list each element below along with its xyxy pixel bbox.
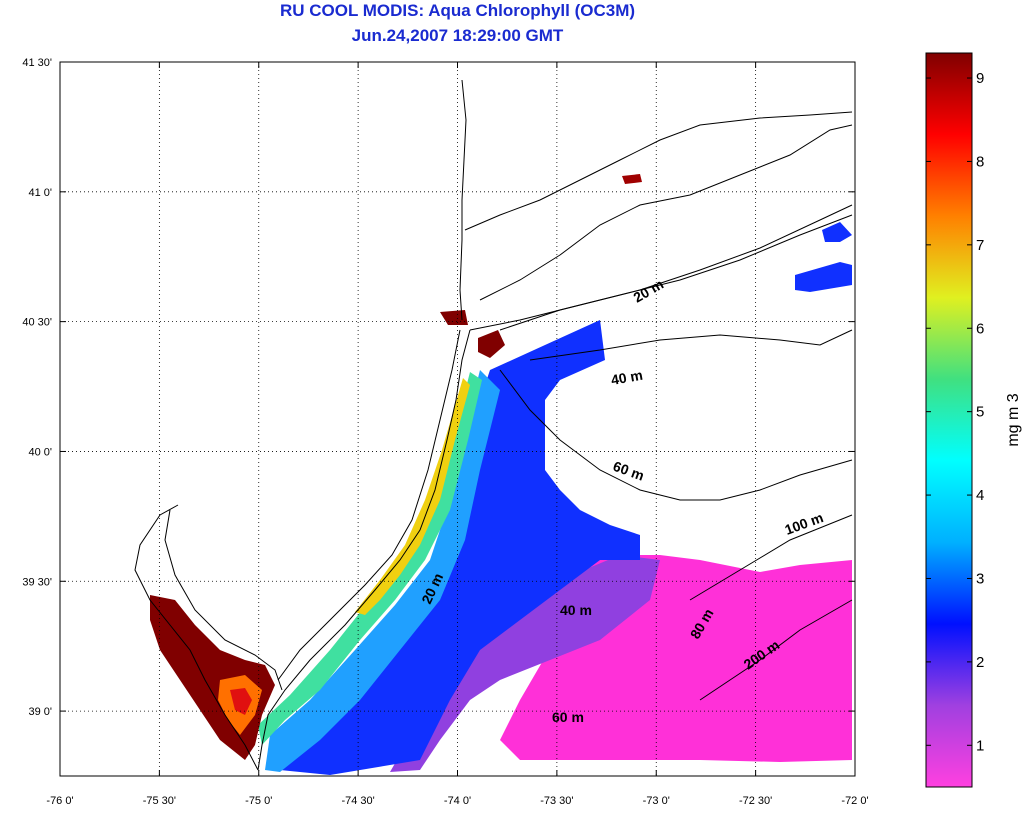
nearshore-cyan-band bbox=[265, 370, 500, 772]
delaware-bay-shore bbox=[134, 504, 259, 771]
isobath-label: 20 m bbox=[631, 276, 667, 306]
delaware-bay-high-chl bbox=[150, 595, 275, 760]
long-island-north-shore bbox=[479, 124, 853, 301]
chlorophyll-data-layer bbox=[150, 174, 852, 775]
isobath-label: 40 m bbox=[560, 602, 592, 618]
delaware-bay-east-shore bbox=[164, 509, 283, 691]
x-tick-label: -75 0' bbox=[245, 795, 272, 807]
new-jersey-coastline bbox=[257, 329, 471, 771]
coastal-yellow-band bbox=[355, 378, 470, 615]
y-tick-label: 39 0' bbox=[28, 706, 52, 718]
isobath-label: 100 m bbox=[783, 509, 826, 538]
y-tick-label: 39 30' bbox=[22, 576, 52, 588]
x-tick-label: -73 0' bbox=[643, 795, 670, 807]
new-jersey-inner-shore bbox=[277, 329, 461, 681]
isobath-label: 60 m bbox=[611, 458, 646, 484]
x-tick-label: -72 0' bbox=[841, 795, 868, 807]
purple-transition-band bbox=[390, 555, 660, 772]
map-frame: -76 0' -75 30' -75 0' -74 30' -74 0' -73 30' -… bbox=[22, 57, 868, 807]
colorbar-unit-label: mg m 3 bbox=[1005, 393, 1022, 446]
colorbar-gradient bbox=[925, 52, 973, 788]
map-title: RU COOL MODIS: Aqua Chlorophyll (OC3M) bbox=[279, 1, 636, 20]
shelf-contour-40m bbox=[529, 329, 853, 361]
isobath-label: 40 m bbox=[610, 367, 644, 388]
connecticut-shore bbox=[464, 111, 853, 231]
delaware-bay-red-core bbox=[230, 688, 252, 715]
colorbar-tick-label: 7 bbox=[976, 237, 984, 254]
shelf-contour-20m bbox=[499, 214, 853, 331]
y-tick-label: 40 0' bbox=[28, 446, 52, 458]
colorbar: 1 2 3 4 5 6 7 8 9 mg m 3 bbox=[925, 52, 1022, 788]
colorbar-ticks: 1 2 3 4 5 6 7 8 9 bbox=[926, 70, 984, 754]
x-tick-label: -72 30' bbox=[739, 795, 772, 807]
colorbar-tick-label: 2 bbox=[976, 654, 984, 671]
x-tick-label: -74 30' bbox=[341, 795, 374, 807]
x-tick-label: -73 30' bbox=[540, 795, 573, 807]
y-tick-label: 41 0' bbox=[28, 187, 52, 199]
shelf-contour-100m bbox=[689, 514, 853, 601]
colorbar-tick-label: 3 bbox=[976, 570, 984, 587]
x-tick-label: -74 0' bbox=[444, 795, 471, 807]
ny-bight-apex-high-chl bbox=[478, 330, 505, 358]
hudson-river bbox=[459, 79, 467, 321]
y-tick-label: 40 30' bbox=[22, 317, 52, 329]
map-subtitle: Jun.24,2007 18:29:00 GMT bbox=[351, 26, 564, 45]
colorbar-tick-label: 5 bbox=[976, 404, 984, 421]
coastline-layer bbox=[134, 79, 853, 771]
x-tick-label: -75 30' bbox=[143, 795, 176, 807]
offshore-blue-patch-northeast bbox=[822, 222, 852, 242]
x-tick-label: -76 0' bbox=[46, 795, 73, 807]
hudson-canyon-contour bbox=[499, 369, 853, 501]
raritan-bay-high-chl bbox=[440, 310, 468, 325]
colorbar-tick-label: 4 bbox=[976, 487, 984, 504]
shelf-contour-200m bbox=[699, 599, 853, 701]
y-tick-label: 41 30' bbox=[22, 57, 52, 69]
isobath-label: 60 m bbox=[552, 709, 584, 725]
colorbar-tick-label: 6 bbox=[976, 320, 984, 337]
colorbar-tick-label: 1 bbox=[976, 737, 984, 754]
offshore-blue-patch-east bbox=[795, 262, 852, 292]
colorbar-tick-label: 9 bbox=[976, 70, 984, 87]
long-island-sound-spot bbox=[622, 174, 642, 184]
long-island-south-shore bbox=[469, 204, 853, 331]
colorbar-tick-label: 8 bbox=[976, 153, 984, 170]
coastal-green-band bbox=[258, 372, 482, 745]
